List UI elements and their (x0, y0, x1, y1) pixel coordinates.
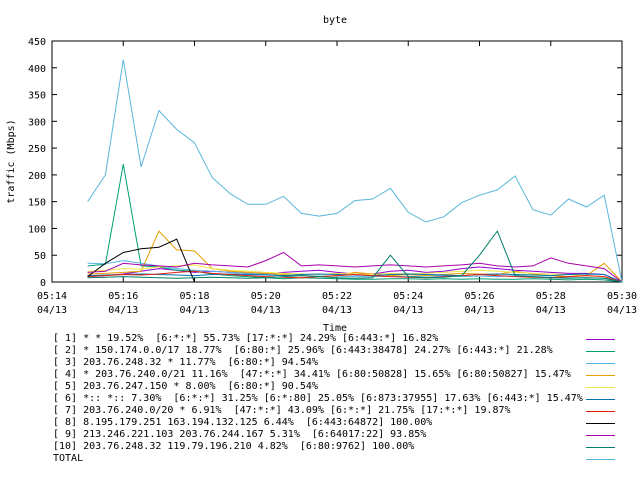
x-tick-label-time: 05:14 (37, 291, 67, 302)
x-tick-label-date: 04/13 (536, 305, 566, 316)
legend-item: [10] 203.76.248.32 119.79.196.210 4.82% … (0, 441, 640, 453)
legend-label: [ 7] 203.76.240.0/20 * 6.91% [47:*:*] 43… (53, 405, 511, 416)
series-lines (87, 59, 623, 283)
legend-label: [ 6] *:: *:: 7.30% [6:*:*] 31.25% [6:*:8… (53, 393, 583, 404)
legend-label: [ 5] 203.76.247.150 * 8.00% [6:80:*] 90.… (53, 381, 318, 392)
x-tick-label-date: 04/13 (37, 305, 67, 316)
legend-label: [ 4] * 203.76.240.0/21 11.16% [47:*:*] 3… (53, 369, 571, 380)
legend-label: TOTAL (53, 453, 84, 464)
legend-swatch (586, 435, 615, 436)
x-tick-label-date: 04/13 (464, 305, 494, 316)
y-tick-label: 50 (34, 251, 46, 262)
legend-item: [ 9] 213.246.221.103 203.76.244.167 5.31… (0, 429, 640, 441)
legend-swatch (586, 387, 615, 388)
x-tick-label-time: 05:30 (607, 291, 637, 302)
x-tick-label-time: 05:24 (393, 291, 423, 302)
legend-swatch (586, 411, 615, 412)
legend-item: [ 1] * * 19.52% [6:*:*] 55.73% [17:*:*] … (0, 333, 640, 345)
legend-item: TOTAL (0, 453, 640, 465)
y-tick-label: 250 (28, 144, 46, 155)
legend-item: [ 5] 203.76.247.150 * 8.00% [6:80:*] 90.… (0, 381, 640, 393)
legend-item: [ 7] 203.76.240.0/20 * 6.91% [47:*:*] 43… (0, 405, 640, 417)
series-line-9 (87, 251, 623, 283)
legend-swatch (586, 423, 615, 424)
series-line-2 (87, 164, 623, 283)
y-tick-label: 150 (28, 198, 46, 209)
x-tick-label-time: 05:20 (251, 291, 281, 302)
x-tick-label-date: 04/13 (108, 305, 138, 316)
legend-swatch (586, 447, 615, 448)
legend-item: [ 6] *:: *:: 7.30% [6:*:*] 31.25% [6:*:8… (0, 393, 640, 405)
x-tick-label-time: 05:22 (322, 291, 352, 302)
x-axis-label: Time (323, 323, 347, 334)
x-tick-label-time: 05:26 (464, 291, 494, 302)
series-line-4 (87, 230, 623, 283)
x-tick-label-time: 05:28 (536, 291, 566, 302)
legend-label: [ 3] 203.76.248.32 * 11.77% [6:80:*] 94.… (53, 357, 318, 368)
legend-item: [ 2] * 150.174.0.0/17 18.77% [6:80:*] 25… (0, 345, 640, 357)
legend-swatch (586, 399, 615, 400)
legend-label: [ 1] * * 19.52% [6:*:*] 55.73% [17:*:*] … (53, 333, 439, 344)
legend-label: [10] 203.76.248.32 119.79.196.210 4.82% … (53, 441, 415, 452)
y-tick-label: 0 (40, 278, 46, 289)
x-tick-label-time: 05:16 (108, 291, 138, 302)
y-tick-label: 100 (28, 224, 46, 235)
x-tick-label-date: 04/13 (251, 305, 281, 316)
y-tick-label: 350 (28, 91, 46, 102)
y-tick-label: 400 (28, 64, 46, 75)
x-tick-label-date: 04/13 (322, 305, 352, 316)
legend-label: [ 8] 8.195.179.251 163.194.132.125 6.44%… (53, 417, 433, 428)
y-axis-label: traffic (Mbps) (6, 119, 17, 203)
legend-swatch (586, 351, 615, 352)
y-tick-label: 200 (28, 171, 46, 182)
x-tick-label-time: 05:18 (179, 291, 209, 302)
legend-swatch (586, 363, 615, 364)
series-line-10 (87, 230, 623, 283)
series-line-7 (87, 270, 623, 283)
x-tick-label-date: 04/13 (607, 305, 637, 316)
legend-swatch (586, 375, 615, 376)
legend-item: [ 3] 203.76.248.32 * 11.77% [6:80:*] 94.… (0, 357, 640, 369)
legend-swatch (586, 339, 615, 340)
y-tick-label: 450 (28, 37, 46, 48)
legend-item: [ 4] * 203.76.240.0/21 11.16% [47:*:*] 3… (0, 369, 640, 381)
chart-title: byte (323, 15, 347, 26)
legend-item: [ 8] 8.195.179.251 163.194.132.125 6.44%… (0, 417, 640, 429)
axis-ticks: 0 50 100 150 200 250 300 350 400 450 05:14 04/13 05:… (28, 37, 637, 316)
series-line-11 (87, 59, 623, 283)
series-line-8 (87, 238, 622, 283)
legend-swatch (586, 459, 615, 460)
y-tick-label: 300 (28, 117, 46, 128)
x-tick-label-date: 04/13 (393, 305, 423, 316)
legend-label: [ 2] * 150.174.0.0/17 18.77% [6:80:*] 25… (53, 345, 553, 356)
x-tick-label-date: 04/13 (179, 305, 209, 316)
legend-label: [ 9] 213.246.221.103 203.76.244.167 5.31… (53, 429, 427, 440)
